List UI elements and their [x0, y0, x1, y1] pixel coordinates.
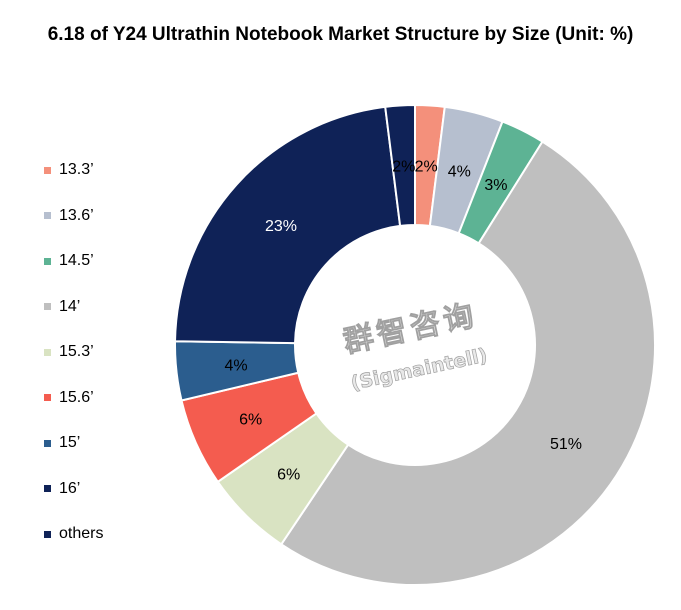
legend-swatch [44, 439, 51, 447]
legend-item-7: 15’ [44, 433, 80, 453]
legend-label: 15.3’ [59, 343, 94, 360]
slice-label-5: 6% [277, 466, 300, 483]
legend-label: 15.6’ [59, 388, 94, 406]
pie-slice-4 [279, 140, 656, 586]
slice-label-1: 2% [415, 158, 438, 175]
legend-item-6: 15.6’ [44, 388, 94, 408]
legend-item-9: others [44, 524, 103, 544]
pie-slice-8 [174, 105, 402, 345]
legend-item-2: 13.6’ [44, 206, 94, 226]
legend-label: 15’ [59, 434, 81, 451]
legend-swatch [44, 303, 51, 310]
legend-label: 13.6’ [59, 206, 94, 224]
legend-item-4: 14’ [44, 297, 80, 317]
legend-swatch [44, 166, 51, 174]
legend-item-8: 16’ [44, 479, 80, 499]
legend-swatch [44, 485, 51, 492]
legend-swatch [44, 348, 51, 356]
legend-item-5: 15.3’ [44, 342, 94, 362]
legend-item-1: 13.3’ [44, 160, 94, 180]
slice-label-7: 4% [225, 358, 248, 375]
slice-label-3: 3% [484, 177, 507, 194]
legend-swatch [44, 212, 51, 219]
pie-slice-9 [384, 103, 416, 228]
legend-label: 16’ [59, 479, 81, 497]
legend-label: others [59, 525, 104, 542]
legend-swatch [44, 530, 51, 538]
slice-label-6: 6% [239, 411, 262, 428]
legend-swatch [44, 257, 51, 265]
slice-label-4: 51% [550, 436, 582, 453]
legend-item-3: 14.5’ [44, 251, 94, 271]
chart-title: 6.18 of Y24 Ultrathin Notebook Market St… [47, 24, 634, 45]
slice-label-2: 4% [448, 164, 471, 181]
legend-label: 14.5’ [59, 252, 94, 269]
slice-label-8: 23% [265, 218, 297, 235]
legend-label: 13.3’ [59, 161, 94, 178]
legend: 13.3’ 13.6’ 14.5’ 14’ 15.3’ 15.6’ 15’ 16’ others [44, 0, 164, 610]
legend-swatch [44, 394, 51, 401]
legend-label: 14’ [59, 297, 81, 315]
slice-label-9: 2% [392, 158, 415, 175]
watermark: 群智咨询 (Sigmaintell) [340, 297, 490, 395]
